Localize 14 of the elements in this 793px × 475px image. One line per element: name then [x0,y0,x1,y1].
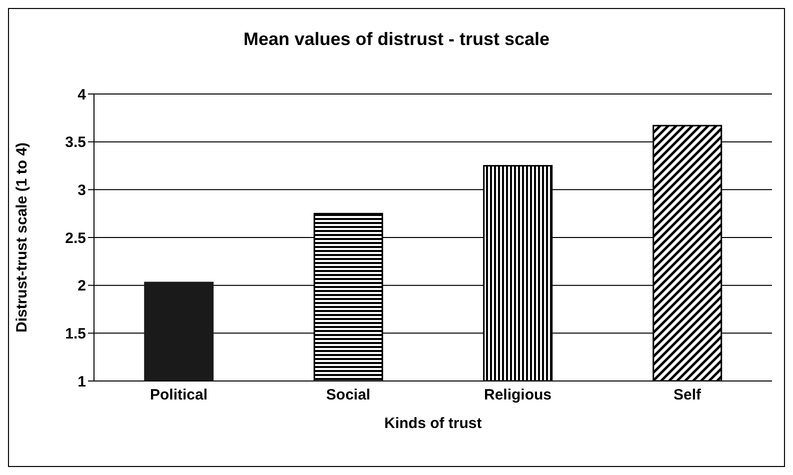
x-tick-label: Self [673,386,702,404]
y-axis-title: Distrust-trust scale (1 to 4) [13,142,30,333]
y-tick-label: 2 [78,278,86,295]
y-tick-label: 2.5 [65,230,86,247]
y-tick-label: 1 [78,373,86,390]
y-tick-label: 4 [78,86,87,104]
y-tick-label: 3.5 [65,134,86,152]
x-tick-label: Political [150,386,208,404]
chart-title: Mean values of distrust - trust scale [242,29,551,50]
y-tick-label: 1.5 [65,325,86,342]
x-tick-label: Religious [484,386,552,404]
x-tick-label: Social [326,386,370,404]
x-axis-title: Kinds of trust [384,415,482,432]
y-tick-label: 3 [78,182,86,199]
